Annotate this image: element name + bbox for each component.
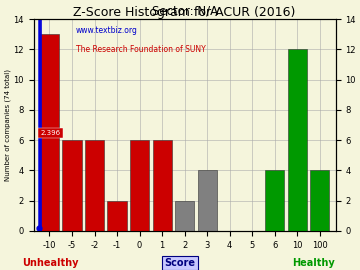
Text: The Research Foundation of SUNY: The Research Foundation of SUNY <box>76 45 206 54</box>
Bar <box>40 34 59 231</box>
Bar <box>198 170 217 231</box>
Text: www.textbiz.org: www.textbiz.org <box>76 26 138 35</box>
Title: Z-Score Histogram for ACUR (2016): Z-Score Histogram for ACUR (2016) <box>73 6 296 19</box>
Bar <box>175 201 194 231</box>
Bar <box>62 140 82 231</box>
Bar <box>265 170 284 231</box>
Text: Score: Score <box>165 258 195 268</box>
Text: Sector: N/A: Sector: N/A <box>152 4 218 17</box>
Bar <box>310 170 329 231</box>
Text: Unhealthy: Unhealthy <box>22 258 78 268</box>
Bar <box>85 140 104 231</box>
Bar <box>288 49 307 231</box>
Text: Healthy: Healthy <box>292 258 334 268</box>
Y-axis label: Number of companies (74 total): Number of companies (74 total) <box>4 69 11 181</box>
Bar <box>153 140 172 231</box>
Bar <box>130 140 149 231</box>
Bar <box>108 201 127 231</box>
Text: 2.396: 2.396 <box>40 130 60 136</box>
